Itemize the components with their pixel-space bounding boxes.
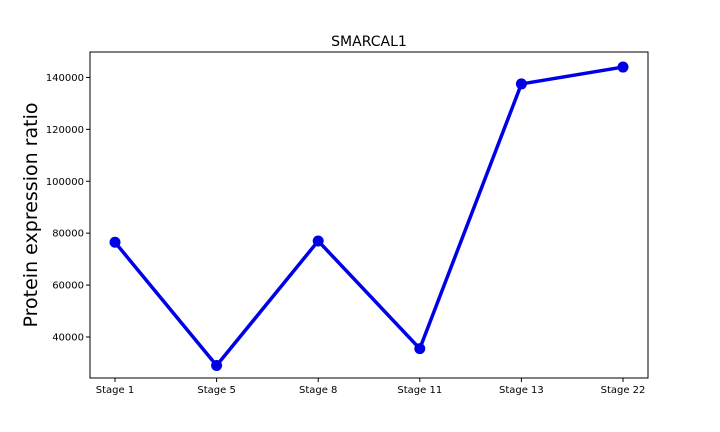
plot-area — [89, 51, 649, 379]
series-layer — [109, 61, 629, 372]
y-axis-label: Protein expression ratio — [20, 103, 42, 328]
data-point — [617, 61, 629, 73]
y-tick-label: 80000 — [52, 229, 84, 240]
data-point — [515, 78, 527, 90]
x-tick-label: Stage 11 — [397, 385, 442, 396]
x-axis: Stage 1 Stage 5 Stage 8 Stage 11 Stage 13 Sta… — [96, 378, 646, 396]
x-tick-label: Stage 1 — [96, 385, 134, 396]
y-tick-label: 140000 — [46, 73, 84, 84]
data-point — [109, 236, 121, 248]
x-tick-label: Stage 22 — [601, 385, 646, 396]
data-point — [312, 235, 324, 247]
y-tick-label: 100000 — [46, 177, 84, 188]
data-point — [211, 360, 223, 372]
x-tick-label: Stage 13 — [499, 385, 544, 396]
data-point — [414, 343, 426, 355]
x-tick-label: Stage 8 — [299, 385, 337, 396]
series-line — [113, 65, 624, 368]
y-tick-label: 60000 — [52, 281, 84, 292]
chart-title: SMARCAL1 — [331, 34, 407, 50]
y-axis: 40000 60000 80000 100000 120000 140000 — [46, 73, 90, 343]
x-tick-label: Stage 5 — [197, 385, 235, 396]
y-tick-label: 120000 — [46, 125, 84, 136]
y-tick-label: 40000 — [52, 332, 84, 343]
